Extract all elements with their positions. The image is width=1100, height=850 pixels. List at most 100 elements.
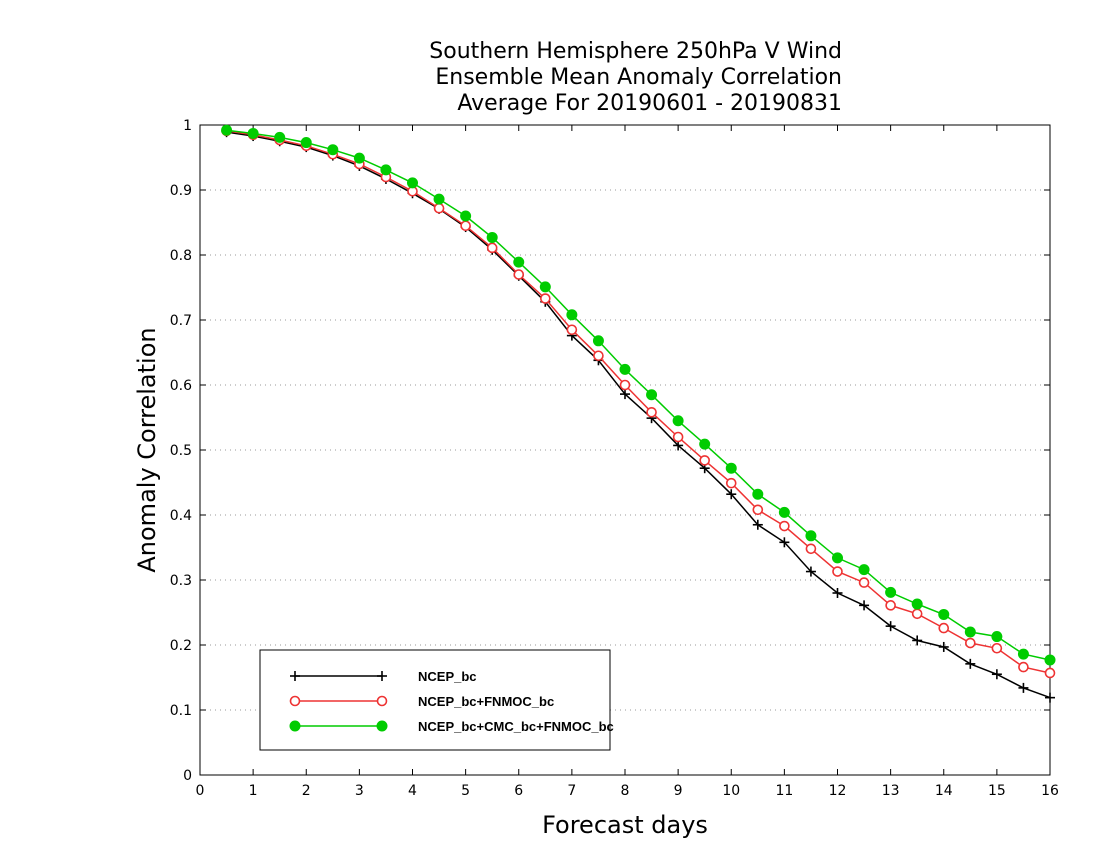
- y-tick-label: 0.7: [170, 313, 192, 329]
- data-point: [832, 566, 843, 577]
- data-point: [592, 335, 604, 347]
- data-point: [726, 489, 737, 500]
- data-point: [1045, 692, 1055, 703]
- data-point: [778, 506, 790, 518]
- data-point: [566, 324, 578, 336]
- y-tick-label: 1: [183, 118, 192, 134]
- legend-marker-left: [290, 671, 300, 681]
- data-point: [858, 564, 870, 576]
- data-point: [1044, 654, 1056, 666]
- data-point: [991, 642, 1003, 654]
- x-tick-label: 11: [775, 783, 793, 799]
- data-point: [805, 530, 817, 542]
- data-point: [779, 520, 790, 532]
- series-line: [226, 130, 1051, 674]
- data-point: [539, 281, 551, 293]
- x-tick-label: 6: [514, 783, 523, 799]
- data-point: [1018, 682, 1029, 693]
- data-point: [1017, 648, 1029, 660]
- x-tick-label: 5: [461, 783, 470, 799]
- x-tick-label: 13: [882, 783, 900, 799]
- data-point: [566, 309, 578, 321]
- data-point: [752, 519, 763, 530]
- data-point: [965, 658, 976, 669]
- data-point: [752, 504, 764, 516]
- data-point: [619, 363, 631, 375]
- data-point: [540, 293, 551, 304]
- series-2: [221, 125, 1056, 679]
- data-point: [752, 488, 764, 500]
- data-point: [805, 566, 816, 577]
- y-tick-label: 0.5: [170, 443, 192, 459]
- data-point: [460, 210, 472, 222]
- data-point: [699, 455, 710, 466]
- y-tick-label: 0.2: [170, 638, 192, 654]
- data-point: [327, 144, 339, 156]
- legend-item-2: NCEP_bc+FNMOC_bc: [289, 694, 554, 709]
- data-point: [300, 137, 312, 149]
- data-point: [274, 131, 286, 143]
- data-point: [699, 438, 711, 450]
- y-tick-label: 0.3: [170, 573, 192, 589]
- data-point: [991, 669, 1002, 680]
- data-point: [832, 588, 843, 598]
- legend-box: [259, 649, 611, 751]
- x-tick-label: 0: [196, 783, 205, 799]
- x-axis-label: Forecast days: [542, 811, 708, 839]
- series-line: [226, 129, 1051, 661]
- x-tick-label: 2: [302, 783, 311, 799]
- data-point: [672, 415, 684, 427]
- y-tick-label: 0.1: [170, 703, 192, 719]
- x-tick-label: 3: [355, 783, 364, 799]
- data-point: [593, 350, 604, 362]
- x-tick-label: 1: [249, 783, 258, 799]
- title-line-1: Southern Hemisphere 250hPa V Wind: [429, 39, 842, 64]
- data-point: [646, 406, 657, 418]
- legend-marker-right: [377, 671, 387, 681]
- data-point: [911, 608, 923, 620]
- data-point: [513, 256, 525, 268]
- data-point: [938, 622, 950, 634]
- data-point: [859, 600, 870, 611]
- data-point: [964, 626, 976, 638]
- data-point: [885, 600, 896, 611]
- axes-ticks: 00.10.20.30.40.50.60.70.80.910 1 2 3 4 5 6 7 8 9 1…: [170, 118, 1059, 799]
- data-point: [965, 637, 976, 649]
- series-3: [221, 124, 1056, 666]
- y-tick-label: 0.8: [170, 248, 192, 264]
- data-point: [460, 220, 471, 232]
- legend-label: NCEP_bc+FNMOC_bc: [418, 694, 554, 709]
- data-point: [1018, 661, 1029, 673]
- data-point: [938, 641, 949, 652]
- y-tick-label: 0.4: [170, 508, 192, 524]
- data-point: [725, 462, 737, 474]
- data-point: [486, 242, 498, 254]
- legend: NCEP_bc NCEP_bc+FNMOC_bc NCEP_bc+CMC_bc+FN…: [259, 649, 614, 751]
- title-line-2: Ensemble Mean Anomaly Correlation: [435, 65, 842, 90]
- data-point: [407, 177, 418, 189]
- data-point: [672, 431, 684, 443]
- data-point: [221, 124, 233, 136]
- x-tick-label: 7: [567, 783, 576, 799]
- legend-marker-left: [289, 720, 301, 732]
- data-point: [620, 389, 630, 400]
- data-point: [725, 477, 737, 489]
- y-tick-label: 0: [183, 768, 192, 784]
- data-point: [353, 152, 365, 164]
- legend-marker-right: [376, 720, 388, 732]
- legend-marker-right: [376, 695, 388, 707]
- data-point: [911, 598, 923, 610]
- series: [221, 124, 1056, 703]
- legend-item-3: NCEP_bc+CMC_bc+FNMOC_bc: [289, 719, 614, 734]
- series-1: [221, 127, 1055, 703]
- x-tick-label: 12: [829, 783, 847, 799]
- x-tick-label: 4: [408, 783, 417, 799]
- data-point: [486, 231, 498, 243]
- data-point: [646, 389, 658, 401]
- data-point: [885, 621, 896, 632]
- data-point: [247, 127, 259, 139]
- legend-marker-left: [289, 695, 301, 707]
- x-tick-label: 10: [722, 783, 740, 799]
- data-point: [619, 379, 631, 391]
